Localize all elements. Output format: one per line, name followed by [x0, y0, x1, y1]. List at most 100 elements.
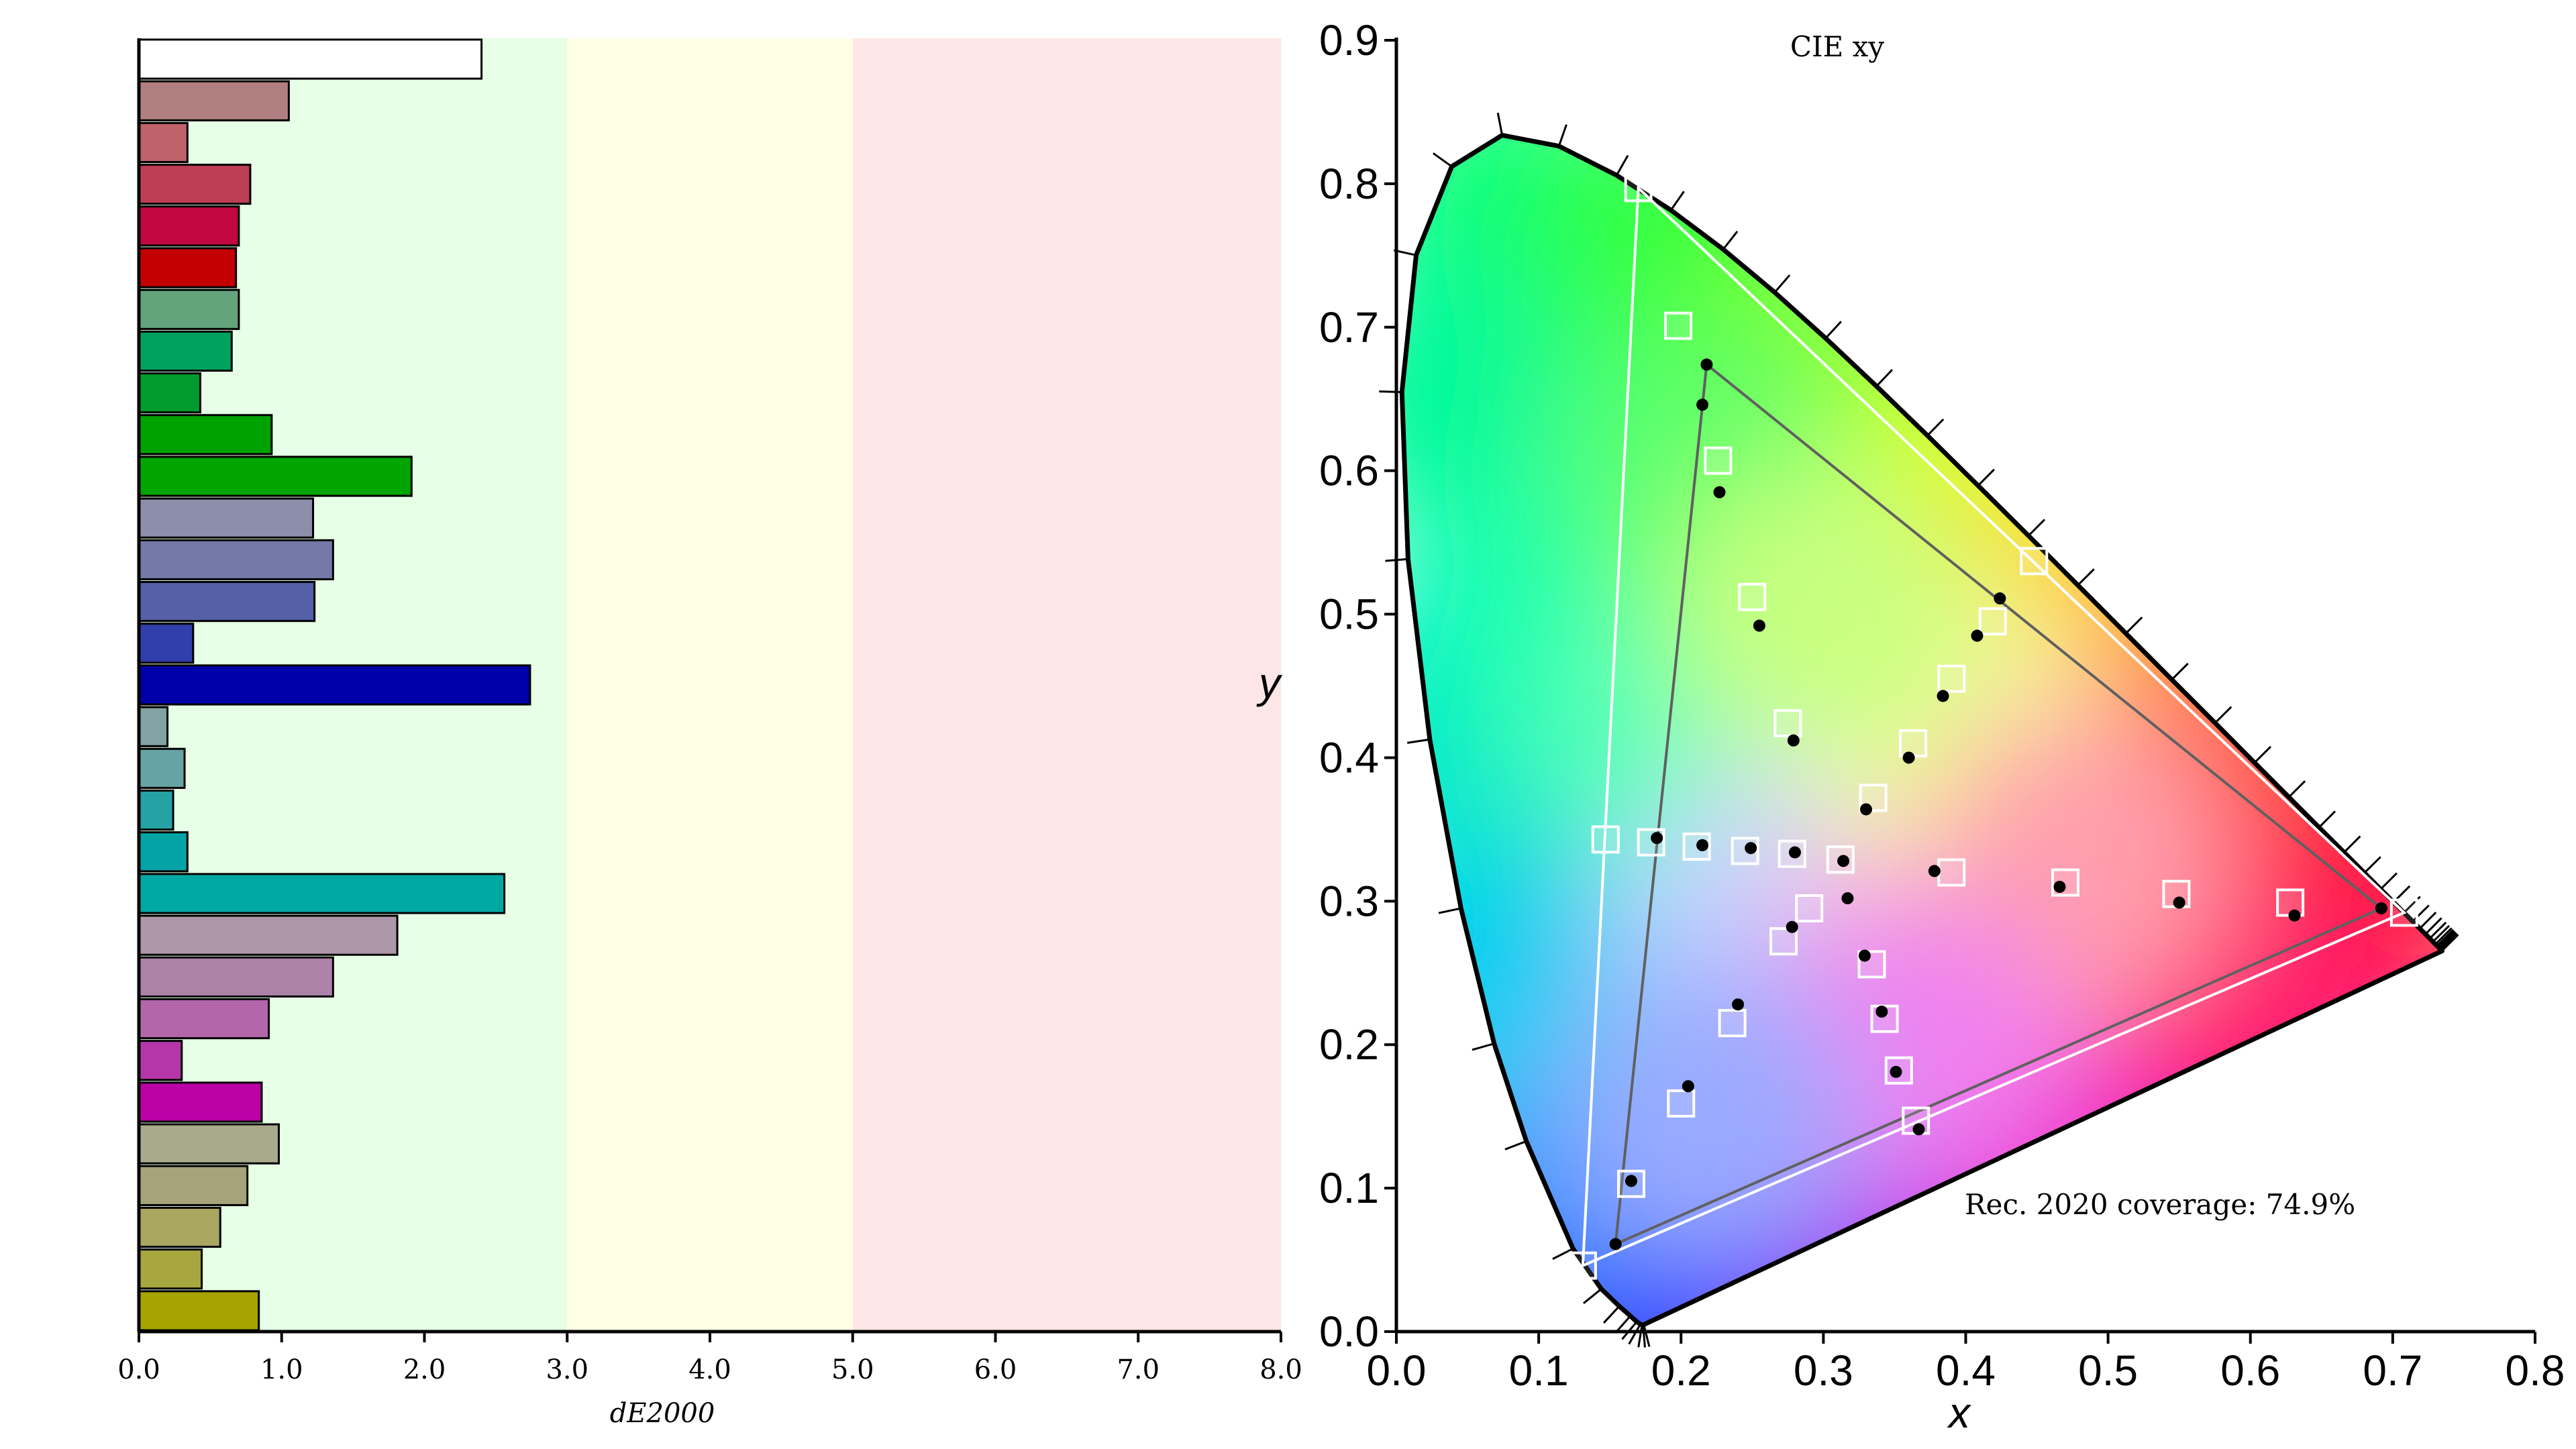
measured-dot-27: [1682, 1080, 1694, 1093]
target-square-0: [1624, 174, 1653, 203]
bar-10: [138, 455, 413, 497]
bar-x-tick-label-3: 3.0: [546, 1354, 588, 1385]
wavelength-tick-50: [2439, 932, 2457, 950]
cie-x-tick-label-5: 0.5: [2078, 1346, 2138, 1395]
target-square-16: [2020, 547, 2049, 576]
wavelength-tick-28: [2027, 519, 2046, 537]
measured-dot-2: [1713, 486, 1726, 498]
measured-dot-24: [1875, 1006, 1888, 1018]
bar-x-tick-label-1: 1.0: [260, 1354, 303, 1385]
wavelength-tick-32: [2214, 706, 2232, 724]
wavelength-tick-13: [1407, 738, 1431, 744]
measured-dot-18: [1902, 751, 1915, 764]
cie-y-axis-label: y: [1256, 659, 1283, 707]
wavelength-tick-38: [2379, 872, 2398, 890]
cie-y-tick-label-9: 0.9: [1319, 16, 1379, 64]
wavelength-tick-25: [1875, 369, 1894, 387]
measured-dot-0: [1700, 358, 1713, 371]
wavelength-tick-26: [1926, 418, 1945, 437]
bar-21: [138, 914, 399, 956]
de2000-bar-chart: 0.0 1.0 2.0 3.0 4.0 5.0 6.0 7.0 8.0 dE2000: [117, 38, 1302, 1429]
bar-7: [138, 330, 233, 372]
wavelength-tick-23: [1773, 274, 1791, 293]
target-square-2: [1704, 446, 1733, 475]
measured-dot-23: [1732, 998, 1745, 1011]
cie-y-tick-label-1: 0.1: [1319, 1164, 1379, 1212]
wavelength-tick-31: [2171, 663, 2189, 681]
measured-dot-17: [1937, 690, 1949, 702]
wavelength-tick-18: [1496, 112, 1504, 136]
wavelength-tick-12: [1438, 907, 1461, 914]
wavelength-tick-49: [2438, 931, 2457, 949]
bar-0: [138, 38, 483, 80]
cie-y-tick-label-5: 0.5: [1319, 590, 1379, 639]
wavelength-tick-24: [1824, 321, 1842, 339]
wavelength-tick-33: [2253, 745, 2272, 763]
wavelength-tick-17: [1433, 152, 1453, 168]
target-square-29: [1617, 1169, 1646, 1198]
bar-24: [138, 1040, 183, 1081]
bar-17: [138, 747, 186, 789]
cie-y-ticks: 0.0 0.1 0.2 0.3 0.4 0.5 0.6 0.7 0.8 0.9: [1319, 16, 1396, 1356]
measured-dot-15: [1994, 592, 2006, 605]
bar-x-tick-label-2: 2.0: [403, 1354, 446, 1385]
target-square-15: [2389, 898, 2418, 927]
bar-25: [138, 1081, 263, 1123]
wavelength-tick-27: [1977, 468, 1995, 486]
locus-color-blob-24: [1669, 460, 1978, 769]
measured-dot-28: [1625, 1175, 1638, 1187]
cie-x-tick-label-8: 0.8: [2506, 1346, 2565, 1395]
measured-dot-3: [1753, 619, 1765, 632]
cie-x-tick-label-4: 0.4: [1936, 1346, 1996, 1395]
target-square-18: [1937, 664, 1966, 693]
measured-dot-16: [1971, 629, 1983, 642]
bar-15: [138, 664, 531, 706]
cie-x-axis-label: x: [1947, 1389, 1971, 1437]
cie-y-tick-label-4: 0.4: [1319, 733, 1379, 782]
bar-8: [138, 372, 201, 414]
measured-dot-7: [1745, 842, 1757, 855]
measured-dot-25: [1890, 1065, 1902, 1078]
wavelength-tick-11: [1472, 1042, 1495, 1051]
wavelength-tick-45: [2432, 924, 2451, 943]
wavelength-tick-8: [1583, 1288, 1602, 1304]
bar-11: [138, 497, 315, 539]
bar-9: [138, 414, 273, 455]
wavelength-tick-47: [2436, 928, 2455, 947]
target-points: [1568, 174, 2418, 1280]
bar-x-tick-label-7: 7.0: [1117, 1354, 1160, 1385]
bar-19: [138, 831, 189, 873]
wavelength-tick-29: [2077, 568, 2095, 586]
wavelength-tick-44: [2428, 921, 2447, 940]
measured-dot-29: [1609, 1238, 1622, 1250]
wavelength-tick-41: [2412, 904, 2430, 922]
bar-22: [138, 956, 334, 998]
wavelength-tick-21: [1669, 191, 1685, 211]
bar-29: [138, 1248, 203, 1290]
measured-dot-21: [1786, 920, 1798, 933]
cie-y-tick-label-7: 0.7: [1319, 303, 1379, 352]
measured-dot-14: [2375, 902, 2387, 915]
wavelength-tick-36: [2343, 835, 2361, 853]
wavelength-tick-48: [2437, 930, 2455, 948]
cie-y-tick-label-2: 0.2: [1319, 1020, 1379, 1069]
bar-18: [138, 789, 174, 831]
wavelength-tick-53: [2441, 934, 2459, 952]
cie-x-tick-label-7: 0.7: [2363, 1346, 2422, 1395]
wavelength-tick-34: [2287, 780, 2306, 798]
target-square-14: [2276, 888, 2305, 917]
cie-y-tick-label-8: 0.8: [1319, 160, 1379, 208]
measured-dot-4: [1787, 734, 1800, 747]
cie-y-tick-label-6: 0.6: [1319, 447, 1379, 495]
bar-14: [138, 623, 195, 664]
spectral-locus-outline: [1399, 133, 2444, 1328]
bar-x-tick-label-6: 6.0: [974, 1354, 1017, 1385]
measured-dot-8: [1788, 846, 1801, 859]
bar-13: [138, 581, 316, 623]
spectral-locus-ticks: [1379, 112, 2459, 1348]
wavelength-tick-10: [1504, 1140, 1527, 1150]
target-square-22: [1769, 927, 1798, 956]
bar-30: [138, 1290, 260, 1332]
target-square-5: [1591, 825, 1620, 854]
cie-annotation: Rec. 2020 coverage: 74.9%: [1965, 1188, 2355, 1221]
